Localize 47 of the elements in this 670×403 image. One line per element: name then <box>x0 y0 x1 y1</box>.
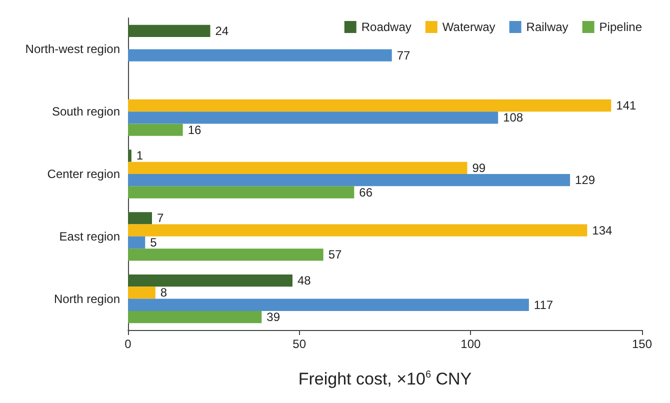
legend-label: Railway <box>526 20 568 34</box>
data-label: 24 <box>215 24 229 38</box>
y-tick-label: North-west region <box>25 42 120 56</box>
x-tick-label: 150 <box>632 337 652 351</box>
y-tick-label: Center region <box>47 167 120 181</box>
legend-label: Waterway <box>442 20 496 34</box>
data-label: 134 <box>592 223 613 238</box>
bar <box>128 174 570 186</box>
data-label: 108 <box>503 110 524 125</box>
data-label: 39 <box>266 310 280 324</box>
x-tick-label: 100 <box>460 337 481 351</box>
data-label: 66 <box>359 185 373 200</box>
data-label: 129 <box>575 173 596 188</box>
data-label: 141 <box>616 98 637 113</box>
bar <box>128 150 132 162</box>
bar <box>128 298 529 311</box>
legend-label: Pipeline <box>599 20 642 34</box>
bar <box>128 49 392 62</box>
data-label: 7 <box>156 211 164 226</box>
bar <box>128 162 468 174</box>
x-tick-label: 50 <box>292 337 306 351</box>
bar <box>128 124 183 136</box>
data-label: 57 <box>328 248 342 262</box>
bar <box>128 248 324 261</box>
bar <box>128 310 262 324</box>
data-label: 16 <box>188 122 202 137</box>
y-tick-label: North region <box>54 292 120 306</box>
bar <box>128 236 146 249</box>
y-tick-label: East region <box>59 229 120 244</box>
data-label: 99 <box>472 160 486 175</box>
data-label: 117 <box>534 298 554 312</box>
bar <box>128 224 588 236</box>
bar <box>128 212 152 224</box>
bar <box>128 24 210 38</box>
bar <box>128 274 292 287</box>
data-label: 8 <box>160 286 168 300</box>
legend-label: Roadway <box>361 20 412 34</box>
data-label: 1 <box>136 148 144 163</box>
y-tick-label: South region <box>52 104 120 119</box>
data-label: 5 <box>150 235 158 250</box>
x-tick-label: 0 <box>124 337 132 351</box>
bar <box>128 112 498 124</box>
data-label: 48 <box>297 274 312 288</box>
bar <box>128 186 354 198</box>
bar <box>128 286 156 299</box>
data-label: 77 <box>396 48 411 62</box>
bar <box>128 99 612 112</box>
